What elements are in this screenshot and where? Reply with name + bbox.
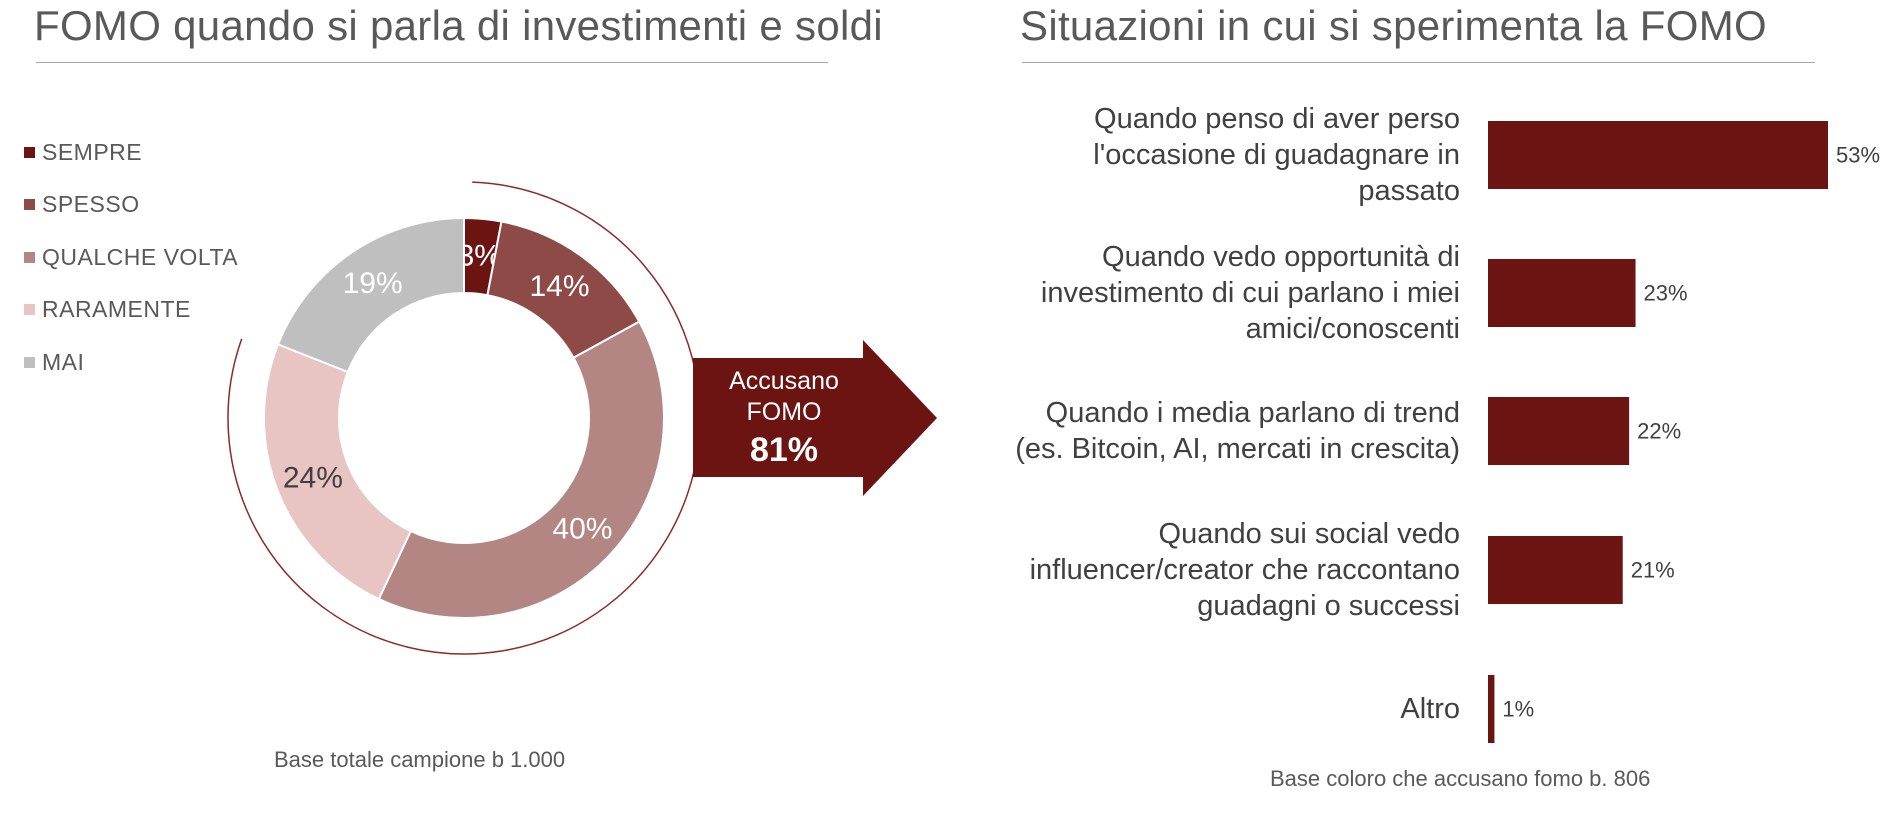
legend-item: MAI: [24, 336, 238, 389]
legend-swatch: [24, 251, 35, 263]
donut-slice-label: 40%: [552, 513, 612, 546]
bar: [1488, 121, 1828, 189]
fomo-callout-arrow: [693, 340, 937, 496]
bar-category-label: Altro: [990, 691, 1460, 727]
left-chart-title: FOMO quando si parla di investimenti e s…: [34, 2, 883, 49]
bar-value-label: 1%: [1502, 697, 1534, 722]
right-chart-title: Situazioni in cui si sperimenta la FOMO: [1020, 2, 1767, 49]
legend-item: RARAMENTE: [24, 284, 238, 337]
bar-category-line: Quando i media parlano di trend: [1045, 397, 1460, 429]
bar-category-line: Quando vedo opportunità di: [1102, 241, 1460, 273]
bar-category-line: guadagni o successi: [1197, 590, 1460, 622]
bar-category-line: influencer/creator che raccontano: [1029, 554, 1460, 586]
donut-legend: SEMPRE SPESSO QUALCHE VOLTA RARAMENTE MAI: [24, 126, 238, 389]
legend-label: QUALCHE VOLTA: [42, 243, 239, 270]
callout-line1: Accusano: [729, 367, 839, 395]
bar: [1488, 536, 1623, 604]
right-base-note: Base coloro che accusano fomo b. 806: [1270, 766, 1651, 791]
bar-category-line: (es. Bitcoin, AI, mercati in crescita): [1015, 433, 1460, 465]
legend-label: SEMPRE: [42, 138, 143, 165]
bar-value-label: 22%: [1637, 419, 1681, 444]
bar-category-line: l'occasione di guadagnare in: [1093, 139, 1460, 171]
legend-label: SPESSO: [42, 191, 140, 218]
donut-slice: [276, 216, 465, 374]
legend-item: SPESSO: [24, 179, 238, 232]
callout-line2: FOMO: [747, 398, 822, 426]
bar-category-line: passato: [1358, 175, 1460, 207]
bar-category-label: Quando vedo opportunità di investimento d…: [990, 239, 1460, 347]
donut-slice: [377, 320, 665, 619]
bar-category-label: Quando sui social vedo influencer/creator…: [990, 516, 1460, 624]
bar: [1488, 397, 1630, 465]
bar-category-line: Altro: [1400, 693, 1460, 725]
legend-label: MAI: [42, 348, 85, 375]
right-title-rule: [1022, 62, 1815, 63]
bar-category-label: Quando i media parlano di trend (es. Bitc…: [990, 395, 1460, 467]
legend-swatch: [24, 304, 35, 316]
donut-slice-label: 14%: [529, 270, 589, 303]
donut-slice-label: 19%: [343, 267, 403, 300]
legend-swatch: [24, 199, 35, 211]
bar-category-label: Quando penso di aver perso l'occasione di…: [990, 101, 1460, 209]
legend-item: QUALCHE VOLTA: [24, 231, 238, 284]
bar: [1488, 675, 1495, 743]
donut-slice: [263, 343, 413, 601]
legend-label: RARAMENTE: [42, 296, 191, 323]
legend-item: SEMPRE: [24, 126, 238, 179]
bar-category-line: Quando sui social vedo: [1158, 518, 1460, 550]
legend-swatch: [24, 356, 35, 368]
donut-slice-label: 24%: [283, 461, 343, 494]
left-title-rule: [36, 62, 828, 63]
bar: [1488, 259, 1636, 327]
callout-value: 81%: [750, 431, 818, 469]
fomo-bracket-arc: [227, 181, 701, 655]
bar-value-label: 23%: [1644, 281, 1688, 306]
bar-value-label: 21%: [1631, 558, 1675, 583]
bar-category-line: investimento di cui parlano i miei: [1040, 277, 1460, 309]
bar-category-line: amici/conoscenti: [1245, 313, 1460, 345]
legend-swatch: [24, 146, 35, 158]
bar-category-line: Quando penso di aver perso: [1094, 103, 1460, 135]
left-base-note: Base totale campione b 1.000: [274, 747, 566, 772]
bar-value-label: 53%: [1836, 143, 1880, 168]
